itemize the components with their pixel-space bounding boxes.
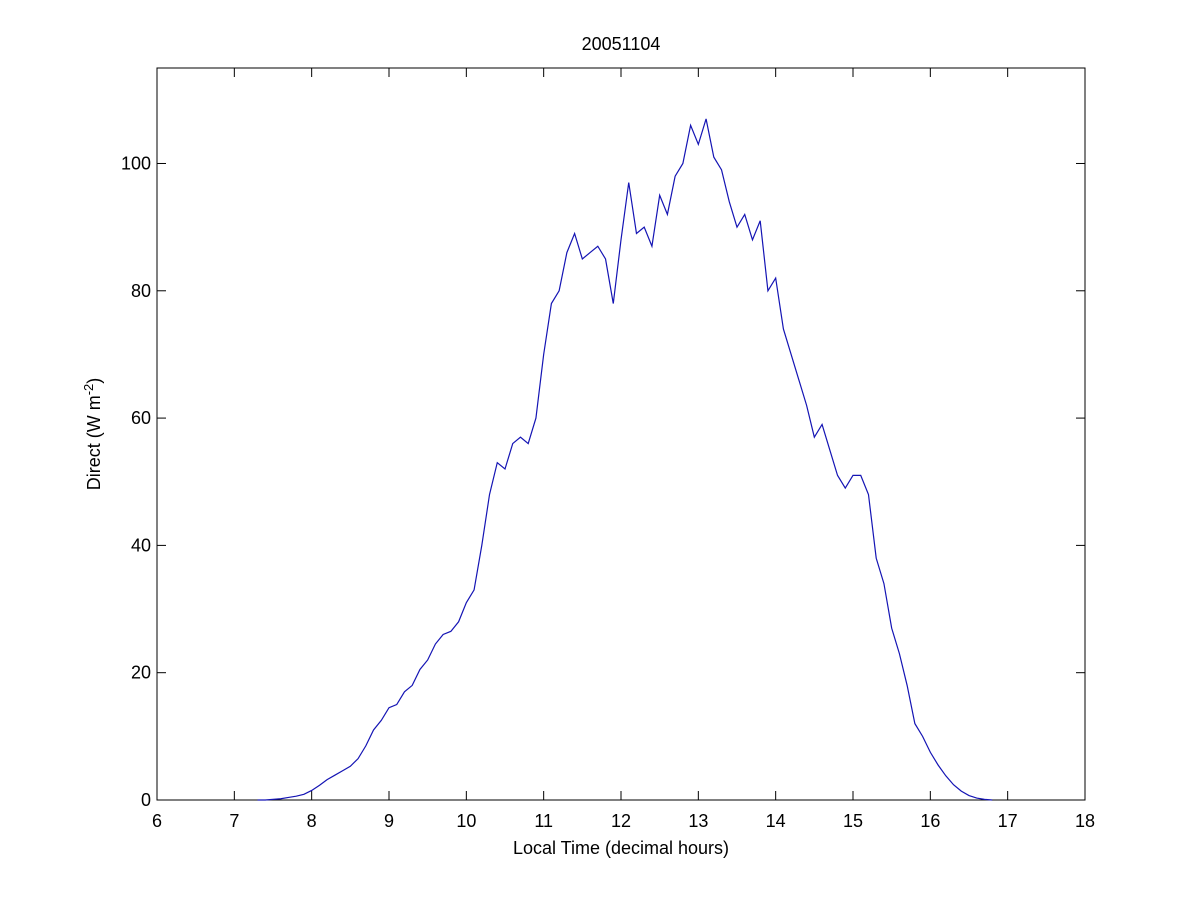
x-tick-label: 12 bbox=[611, 811, 631, 831]
x-tick-label: 7 bbox=[229, 811, 239, 831]
y-axis-label-end: ) bbox=[84, 378, 104, 384]
y-axis-label-sup: -2 bbox=[81, 384, 96, 396]
y-tick-label: 60 bbox=[131, 408, 151, 428]
y-tick-label: 0 bbox=[141, 790, 151, 810]
y-axis-label-text: Direct (W m bbox=[84, 395, 104, 490]
y-axis-label: Direct (W m-2) bbox=[81, 378, 104, 491]
x-tick-label: 13 bbox=[688, 811, 708, 831]
x-tick-label: 15 bbox=[843, 811, 863, 831]
y-tick-label: 80 bbox=[131, 281, 151, 301]
x-tick-label: 8 bbox=[307, 811, 317, 831]
x-tick-label: 10 bbox=[456, 811, 476, 831]
x-tick-label: 14 bbox=[766, 811, 786, 831]
x-tick-label: 18 bbox=[1075, 811, 1095, 831]
x-tick-label: 17 bbox=[998, 811, 1018, 831]
data-line bbox=[257, 118, 993, 801]
y-tick-label: 100 bbox=[121, 153, 151, 173]
chart-title: 20051104 bbox=[582, 34, 661, 54]
y-tick-label: 40 bbox=[131, 535, 151, 555]
x-tick-label: 16 bbox=[920, 811, 940, 831]
y-tick-label: 20 bbox=[131, 663, 151, 683]
x-tick-label: 11 bbox=[534, 811, 553, 831]
x-axis-label: Local Time (decimal hours) bbox=[513, 838, 729, 858]
x-tick-label: 6 bbox=[152, 811, 162, 831]
x-tick-label: 9 bbox=[384, 811, 394, 831]
